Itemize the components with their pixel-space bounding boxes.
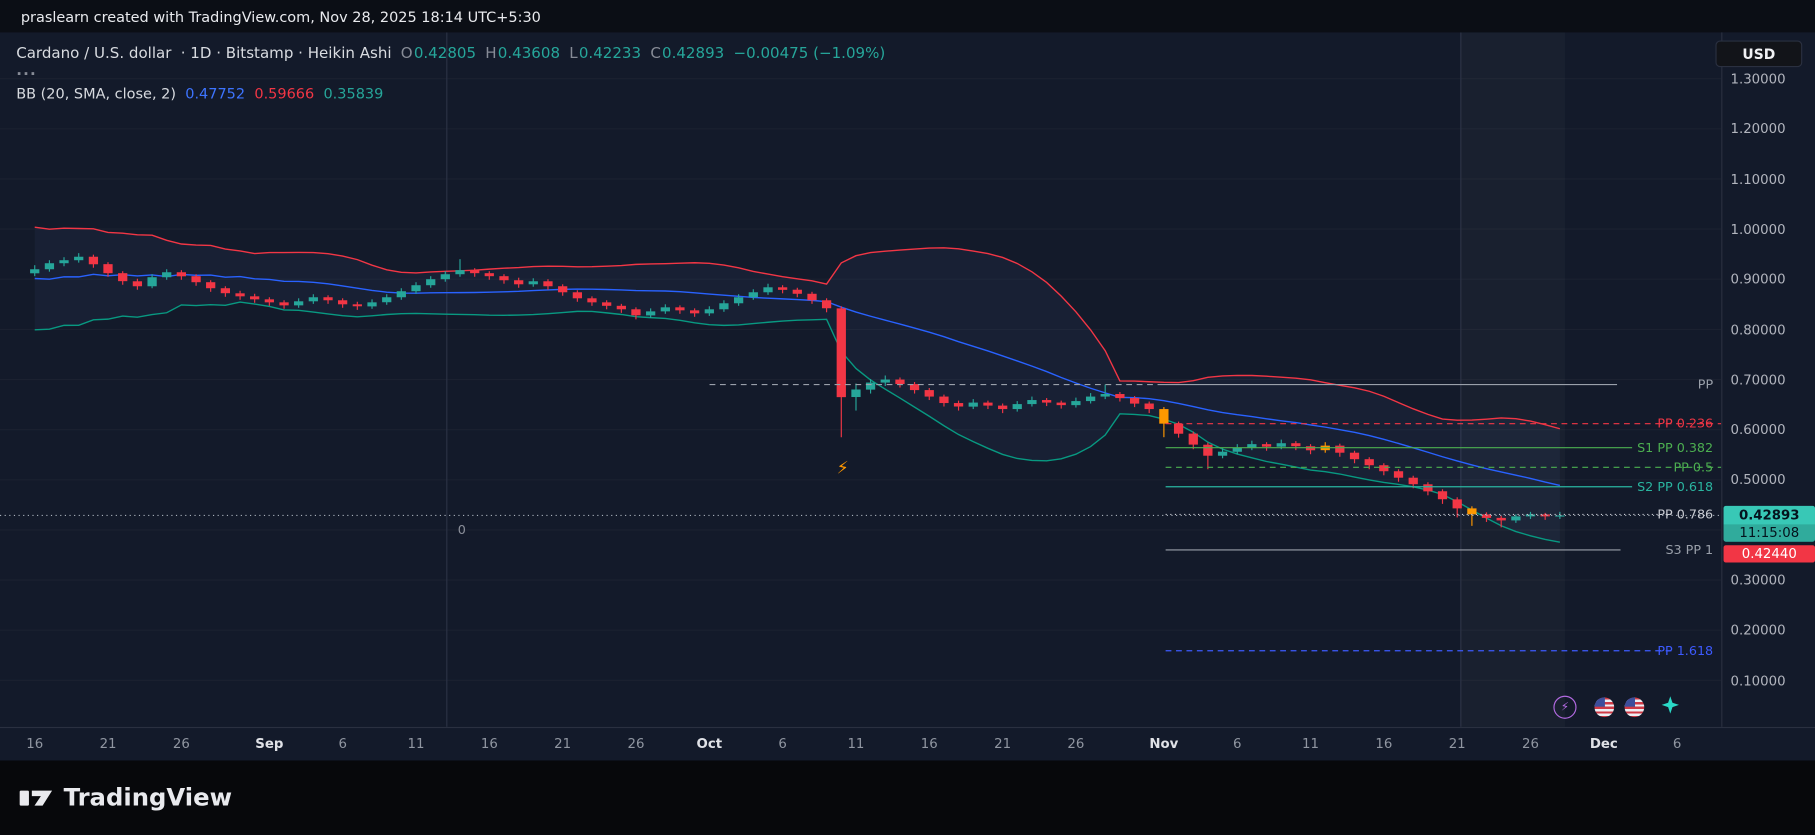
close-field: C 0.42893 [650,45,724,62]
bb-lower-value: 0.35839 [323,83,384,102]
price-axis[interactable]: 1.30000 1.20000 1.10000 1.00000 0.90000 0.800… [1721,32,1815,727]
close-label: C [650,44,661,62]
time-axis-label[interactable]: 21 [99,735,117,752]
time-axis-label[interactable]: 6 [778,735,787,752]
bb-title[interactable]: BB (20, SMA, close, 2) [16,83,176,102]
price-axis-label: 0.80000 [1730,321,1786,338]
time-axis-label[interactable]: 11 [407,735,425,752]
change-value: −0.00475 (−1.09%) [733,44,886,62]
pivot-label: PP 1.618 [1657,644,1713,659]
time-axis-label[interactable]: 26 [627,735,645,752]
more-ellipsis[interactable]: ... [16,61,37,80]
time-axis-label[interactable]: 26 [1067,735,1085,752]
price-axis-label: 0.70000 [1730,371,1786,388]
time-axis-label[interactable]: 16 [26,735,44,752]
time-axis-label[interactable]: Nov [1149,735,1179,752]
price-axis-label: 0.10000 [1730,672,1786,689]
pivot-label: PP 0.786 [1657,507,1713,522]
price-axis-label: 1.20000 [1730,120,1786,137]
price-axis-label: 0.60000 [1730,421,1786,438]
currency-toggle-button[interactable]: USD [1715,40,1803,68]
legend: Cardano / U.S. dollar · 1D · Bitstamp · … [16,43,885,103]
symbol-legend-row[interactable]: Cardano / U.S. dollar · 1D · Bitstamp · … [16,43,885,64]
price-axis-label: 1.10000 [1730,170,1786,188]
price-axis-label: 1.30000 [1730,70,1786,87]
current-price-value: 0.42893 [1738,506,1800,524]
tradingview-logo-icon [19,790,53,806]
pivot-label: PP 0.5 [1674,460,1714,475]
time-axis-label[interactable]: 6 [1232,735,1242,752]
tradingview-logo[interactable]: TradingView [19,783,233,812]
grid-layer [0,32,1722,727]
time-axis-label[interactable]: 21 [994,735,1012,752]
symbol-title[interactable]: Cardano / U.S. dollar [16,44,172,62]
time-axis[interactable]: 16 21 26 Sep 6 11 16 21 26 Oct 6 11 16 21 26 Nov 6 11 16 21… [0,726,1815,761]
time-axis-label[interactable]: 11 [847,735,865,752]
secondary-price-label: 0.42440 [1723,545,1815,563]
indicator-collapsed-row[interactable]: ... [16,61,885,80]
time-axis-label[interactable]: 16 [480,735,498,752]
low-value: 0.42233 [578,44,642,62]
low-field: L 0.42233 [569,45,641,62]
high-field: H 0.43608 [485,45,560,62]
time-axis-label[interactable]: 26 [1522,735,1539,752]
time-axis-label[interactable]: 6 [338,735,347,752]
price-axis-label: 0.20000 [1730,622,1786,639]
time-axis-label[interactable]: 26 [172,735,190,752]
candles-layer [30,253,1565,528]
bb-legend-row[interactable]: BB (20, SMA, close, 2) 0.47752 0.59666 0… [16,82,885,103]
tradingview-wordmark: TradingView [63,783,233,812]
time-axis-label[interactable]: 21 [554,735,572,752]
pivot-label: S2 PP 0.618 [1637,480,1713,495]
pivot-label: PP 0.236 [1657,417,1713,432]
high-value: 0.43608 [497,44,561,62]
pivot-label: S3 PP 1 [1665,543,1713,558]
price-axis-label: 0.90000 [1730,271,1786,288]
currency-label: USD [1742,45,1776,62]
attribution-text: praslearn created with TradingView.com, … [20,7,541,25]
time-axis-label[interactable]: Dec [1589,735,1618,752]
current-price-label: 0.42893 11:15:08 [1723,505,1815,542]
bb-basis-value: 0.47752 [185,83,246,102]
bar-countdown: 11:15:08 [1723,524,1815,542]
pivot-label: PP [1698,378,1714,393]
symbol-meta: · 1D · Bitstamp · Heikin Ashi [180,44,392,62]
time-axis-label[interactable]: 16 [920,735,938,752]
price-axis-label: 0.50000 [1730,471,1786,488]
open-value: 0.42805 [413,44,477,62]
price-axis-label: 1.00000 [1730,220,1786,238]
open-field: O 0.42805 [401,45,476,62]
time-axis-label[interactable]: 11 [1302,735,1320,752]
high-label: H [485,44,497,62]
time-axis-label[interactable]: 21 [1448,735,1466,752]
pivot-lines-layer: PP PP 0.236 S1 PP 0.382 PP 0.5 S2 PP 0.618 PP… [709,378,1722,659]
pivot-label: S1 PP 0.382 [1637,441,1713,456]
time-axis-label[interactable]: Sep [255,735,284,752]
price-axis-label: 0.30000 [1730,571,1786,589]
close-value: 0.42893 [661,44,725,62]
attribution-bar: praslearn created with TradingView.com, … [0,0,1815,33]
low-label: L [569,44,578,62]
open-label: O [400,44,413,62]
bb-upper-value: 0.59666 [254,83,315,102]
time-axis-label[interactable]: Oct [696,735,723,752]
time-axis-label[interactable]: 16 [1375,735,1393,752]
footer: TradingView [0,760,1815,835]
bollinger-layer [34,226,1561,543]
time-axis-label[interactable]: 6 [1672,735,1682,752]
